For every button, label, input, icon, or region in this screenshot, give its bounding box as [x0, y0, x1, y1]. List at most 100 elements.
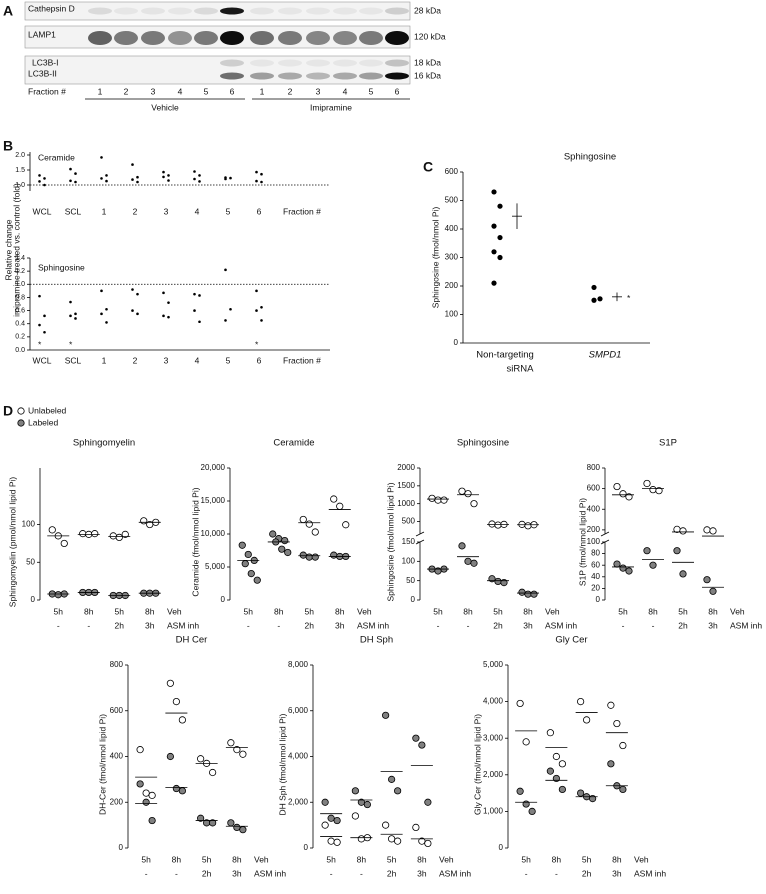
dot — [607, 701, 615, 709]
dot — [522, 800, 530, 808]
y-tick-label: 0 — [596, 595, 601, 604]
chart-title: Ceramide — [38, 152, 75, 162]
dot — [172, 697, 180, 706]
blot-size-label: 28 kDa — [414, 5, 441, 15]
y-tick-label: 1.4 — [15, 255, 25, 262]
legend-marker — [17, 419, 25, 427]
dot — [136, 292, 139, 296]
dot — [299, 515, 307, 524]
x-tick-label: - — [525, 868, 528, 878]
x-tick-label: - — [652, 620, 655, 630]
blot-band — [220, 72, 244, 80]
dot — [255, 179, 258, 183]
y-tick-label: 100 — [402, 556, 416, 565]
y-tick-label: 0.6 — [15, 307, 25, 314]
dot — [518, 588, 526, 596]
blot-band — [250, 31, 274, 45]
dot — [100, 312, 103, 316]
x-tick-label: 5h — [54, 606, 64, 616]
blot-band — [220, 7, 244, 15]
x-tick-label: 5h — [115, 606, 125, 616]
y-tick-label: 400 — [110, 752, 124, 761]
group-label: Vehicle — [151, 102, 179, 112]
dot — [69, 300, 72, 304]
dot — [440, 496, 448, 504]
y-tick-label: 1.0 — [15, 281, 25, 288]
y-tick-label: 6,000 — [288, 706, 309, 715]
y-tick-label: 600 — [110, 706, 124, 715]
chart-title: Gly Cer — [555, 635, 587, 646]
y-tick-label: 60 — [591, 560, 600, 569]
dot — [227, 819, 235, 827]
dot — [43, 330, 46, 334]
dot — [43, 183, 46, 187]
dot — [193, 309, 196, 312]
dot — [327, 837, 335, 845]
dot — [299, 551, 307, 559]
fraction-number: 1 — [260, 86, 265, 96]
significance-mark: * — [255, 339, 259, 349]
dot — [224, 268, 227, 272]
dot — [418, 741, 426, 749]
y-tick-label: 1000 — [397, 499, 415, 508]
x-tick-label: 5h — [618, 606, 628, 616]
dot — [591, 284, 597, 291]
y-tick-label: 40 — [591, 572, 600, 581]
blot-size-label: 120 kDa — [414, 31, 446, 41]
x-tick-label: - — [277, 620, 280, 630]
dot — [121, 530, 129, 538]
y-tick-label: 50 — [406, 576, 415, 585]
fraction-number: 2 — [288, 86, 293, 96]
dot — [162, 291, 165, 295]
y-tick-label: 100 — [587, 537, 601, 546]
dot — [619, 741, 627, 750]
y-tick-label: 0.8 — [15, 294, 25, 301]
x-tick-label: 3h — [523, 620, 533, 630]
dot — [524, 522, 532, 530]
y-tick-label: 1,000 — [483, 807, 504, 816]
dot — [330, 551, 338, 559]
blot-band — [306, 72, 330, 80]
dot — [166, 679, 174, 687]
dot — [162, 175, 165, 179]
row-label: Veh — [730, 606, 745, 616]
dot — [105, 179, 108, 183]
y-tick-label: 150 — [402, 537, 416, 546]
dot — [497, 234, 503, 241]
dot — [497, 254, 503, 261]
dot — [91, 530, 99, 538]
y-tick-label: 600 — [587, 484, 601, 493]
x-tick-label: 5h — [582, 854, 592, 864]
dot — [79, 530, 87, 538]
dot — [239, 826, 247, 834]
x-tick-label: WCL — [33, 206, 52, 216]
dot — [458, 542, 466, 550]
x-tick-label: 8h — [612, 854, 622, 864]
dot — [198, 294, 201, 297]
dot — [269, 530, 277, 538]
x-axis-label: Fraction # — [283, 355, 321, 365]
dot — [516, 699, 524, 708]
y-tick-label: 4,000 — [483, 697, 504, 706]
dot — [38, 180, 41, 183]
x-tick-label: 5h — [678, 606, 688, 616]
blot-row-label: LC3B-II — [28, 68, 57, 78]
x-tick-label: - — [467, 620, 470, 630]
y-axis-label: Ceramide (fmol/nmol lipid Pi) — [190, 487, 200, 596]
blot-band — [250, 59, 274, 67]
y-tick-label: 4,000 — [288, 752, 309, 761]
blot-band — [141, 31, 165, 45]
blot-row-label: LAMP1 — [28, 29, 56, 39]
x-tick-label: SMPD1 — [589, 350, 622, 361]
dot — [198, 320, 201, 324]
dot — [464, 490, 472, 498]
dot — [178, 787, 186, 795]
x-tick-label: 2h — [493, 620, 503, 630]
dot — [239, 750, 247, 758]
dot — [552, 774, 560, 783]
blot-band — [278, 7, 302, 15]
y-axis-label: S1P (fmol/nmol lipid Pi) — [577, 498, 587, 586]
blot-band — [88, 7, 112, 15]
y-tick-label: 0 — [411, 595, 416, 604]
dot — [69, 314, 72, 318]
